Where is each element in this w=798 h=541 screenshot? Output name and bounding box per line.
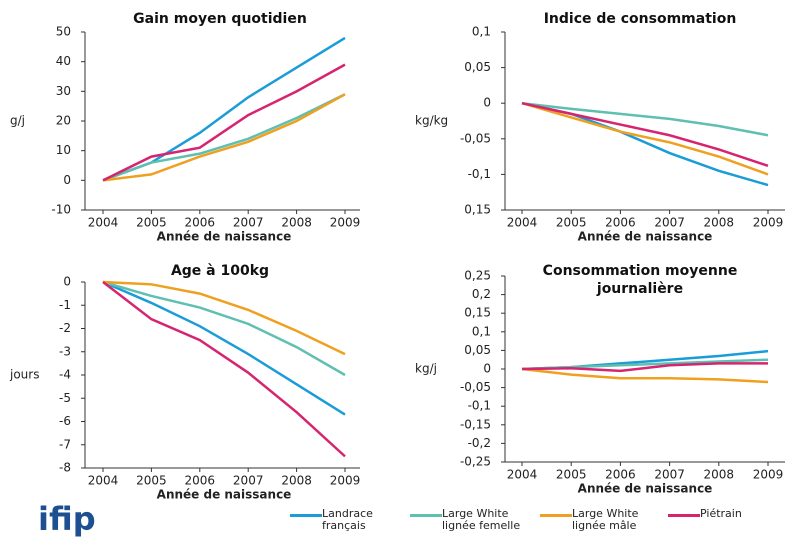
y-tick-label: 0,15 [464,203,491,217]
x-tick-label: 2009 [753,468,784,482]
series-line [102,63,346,182]
x-axis-label: Année de naissance [157,230,292,244]
y-tick-label: 0,2 [472,287,491,301]
y-tick-label: 10 [56,143,71,157]
series-line [102,281,346,458]
y-tick-label: -0,05 [460,131,491,145]
series-line [102,93,346,182]
series-line [102,280,346,416]
y-tick-label: -10 [51,203,71,217]
y-tick-label: 0,05 [464,343,491,357]
series-line [521,101,769,137]
x-tick-label: 2009 [753,216,784,230]
y-axis-label: jours [9,368,39,382]
series-line [102,280,346,377]
y-tick-label: -8 [59,461,71,475]
x-tick-label: 2006 [605,468,636,482]
x-tick-label: 2005 [136,216,167,230]
y-tick-label: -2 [59,321,71,335]
x-tick-label: 2005 [136,474,167,488]
y-tick-label: 50 [56,25,71,39]
x-tick-label: 2008 [281,216,312,230]
y-tick-label: 0,1 [472,324,491,338]
x-axis-label: Année de naissance [578,230,713,244]
x-tick-label: 2007 [233,474,264,488]
legend-swatch [410,514,442,517]
legend-label: Landrace français [322,507,373,532]
x-tick-label: 2006 [185,216,216,230]
x-tick-label: 2008 [281,474,312,488]
x-tick-label: 2004 [88,216,119,230]
x-tick-label: 2005 [556,216,587,230]
legend-label: Large White lignée femelle [442,507,521,532]
x-tick-label: 2005 [556,468,587,482]
x-tick-label: 2008 [704,468,735,482]
y-axis-label: kg/j [415,362,437,376]
chart-title: Age à 100kg [170,263,270,279]
x-tick-label: 2007 [233,216,264,230]
y-tick-label: 0 [483,362,491,376]
y-tick-label: 40 [56,54,71,68]
x-tick-label: 2004 [507,216,538,230]
y-tick-label: 0 [63,173,71,187]
y-axis-label: kg/kg [415,114,448,128]
x-tick-label: 2009 [330,474,361,488]
y-tick-label: 0,05 [464,60,491,74]
y-tick-label: -0,1 [468,399,491,413]
series-line [102,280,346,356]
y-tick-label: -5 [59,391,71,405]
y-tick-label: -0,15 [460,417,491,431]
series-line [102,36,346,182]
y-tick-label: 0 [63,275,71,289]
x-axis-label: Année de naissance [157,488,292,502]
x-tick-label: 2008 [704,216,735,230]
x-tick-label: 2007 [654,216,685,230]
series-line [521,101,769,176]
y-axis-label: g/j [10,114,25,128]
y-tick-label: -6 [59,414,71,428]
logo: ifip [38,500,96,538]
y-tick-label: -0,2 [468,436,491,450]
x-tick-label: 2007 [654,468,685,482]
x-tick-label: 2004 [88,474,119,488]
y-tick-label: -0,1 [468,167,491,181]
y-tick-label: 20 [56,114,71,128]
y-tick-label: 0,15 [464,306,491,320]
series-line [521,362,768,373]
legend-label: Piétrain [700,507,742,520]
y-tick-label: 30 [56,84,71,98]
x-axis-label: Année de naissance [578,482,713,496]
series-line [521,367,769,384]
y-tick-label: -3 [59,344,71,358]
legend-swatch [540,514,572,517]
chart-title: Consommation moyenne journalière [542,263,738,297]
x-tick-label: 2004 [507,468,538,482]
x-tick-label: 2009 [330,216,361,230]
legend-label: Large White lignée mâle [572,507,639,532]
legend-swatch [290,514,322,517]
y-tick-label: -0,05 [460,380,491,394]
chart-title: Indice de consommation [543,11,737,27]
y-tick-label: 0 [483,96,491,110]
x-tick-label: 2006 [185,474,216,488]
y-tick-label: -0,25 [460,455,491,469]
y-tick-label: -4 [59,368,71,382]
chart-title: Gain moyen quotidien [133,11,307,27]
legend-swatch [668,514,700,517]
y-tick-label: -7 [59,437,71,451]
y-tick-label: 0,1 [472,25,491,39]
y-tick-label: -1 [59,298,71,312]
series-line [521,101,769,168]
series-line [102,93,346,182]
y-tick-label: 0,25 [464,269,491,283]
x-tick-label: 2006 [605,216,636,230]
